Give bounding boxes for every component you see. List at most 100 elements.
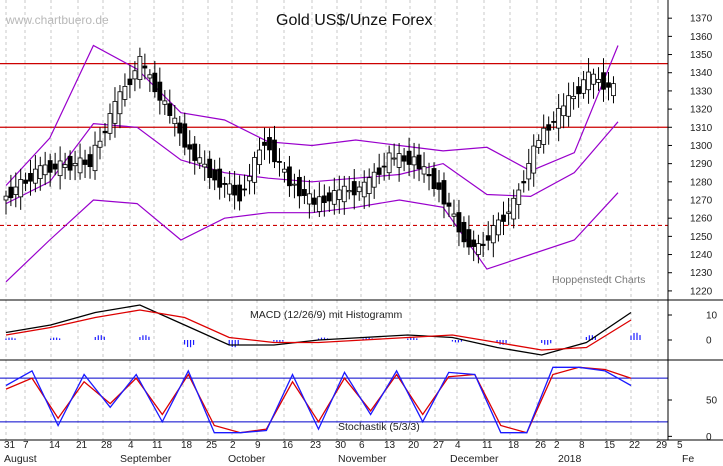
candle-body [117, 91, 123, 115]
x-day-label: 15 [604, 440, 616, 451]
candle-body [197, 157, 203, 164]
price-y-tick-label: 1290 [690, 159, 713, 170]
x-day-label: 21 [76, 440, 88, 451]
price-y-tick-label: 1330 [690, 86, 713, 97]
candle-body [566, 95, 572, 117]
price-y-tick-label: 1260 [690, 214, 713, 225]
candle-body [571, 95, 576, 100]
x-day-label: 9 [255, 440, 261, 451]
candle-body [426, 174, 432, 177]
x-month-label: Fe [682, 453, 694, 465]
chart-title: Gold US$/Unze Forex [276, 12, 433, 29]
candle-body [371, 171, 377, 188]
candle-body [142, 65, 148, 69]
candle-body [506, 211, 511, 214]
candle-body [501, 214, 506, 222]
price-y-tick-label: 1350 [690, 50, 713, 61]
candle-body [97, 140, 103, 148]
candle-body [536, 140, 542, 148]
candle-body [396, 153, 402, 168]
candle-body [132, 70, 138, 80]
candle-body [127, 78, 133, 86]
candle-body [47, 160, 53, 173]
candle-body [87, 154, 93, 168]
price-y-tick-label: 1370 [690, 14, 713, 25]
candle-body [287, 166, 292, 187]
x-day-label: 4 [455, 440, 461, 451]
candle-body [321, 195, 327, 203]
candle-body [311, 197, 317, 205]
candle-body [601, 72, 606, 90]
candle-body [416, 154, 422, 170]
bollinger-upper-band [5, 44, 619, 186]
x-day-label: 22 [629, 440, 641, 451]
candle-body [561, 105, 567, 117]
candle-body [267, 137, 272, 151]
candle-body [77, 157, 83, 174]
candle-body [531, 145, 537, 174]
candle-body [526, 163, 532, 180]
watermark: www.chartbuero.de [5, 13, 109, 27]
candle-body [411, 156, 417, 166]
candle-body [182, 123, 188, 148]
candle-body [546, 124, 552, 131]
x-month-label: December [450, 453, 499, 465]
x-day-label: 16 [282, 440, 294, 451]
candle-body [386, 152, 392, 174]
candle-body [242, 188, 247, 191]
x-day-label: 20 [408, 440, 420, 451]
candle-body [406, 150, 412, 165]
candle-body [331, 190, 337, 205]
candle-body [13, 186, 19, 195]
candle-body [72, 163, 78, 167]
x-month-label: October [228, 453, 266, 465]
candle-body [476, 243, 481, 255]
stochastic-y-tick-label: 0 [706, 432, 712, 443]
candle-body [316, 196, 322, 212]
x-day-label: 2 [554, 440, 560, 451]
candle-body [586, 71, 591, 91]
candle-body [451, 213, 457, 217]
candle-body [591, 73, 596, 85]
x-day-label: 14 [49, 440, 61, 451]
candle-body [456, 212, 462, 233]
candle-body [107, 113, 113, 134]
candle-body [177, 122, 183, 134]
x-day-label: 23 [310, 440, 322, 451]
candle-body [152, 72, 158, 93]
candle-body [212, 169, 218, 181]
stochastic-y-tick-label: 50 [706, 396, 718, 407]
candle-body [137, 55, 143, 81]
candle-body [252, 157, 257, 183]
candle-body [511, 197, 517, 220]
candle-body [401, 155, 407, 162]
price-y-tick-label: 1270 [690, 196, 713, 207]
stochastic-panel: 0 50 Stochastik (5/3/3) [0, 366, 718, 443]
candle-body [606, 82, 611, 88]
price-y-tick-label: 1240 [690, 250, 713, 261]
x-day-label: 28 [101, 440, 113, 451]
x-month-label: 2018 [558, 453, 582, 465]
candle-body [297, 176, 302, 197]
candle-body [122, 85, 128, 100]
price-y-tick-label: 1230 [690, 268, 713, 279]
candle-body [336, 189, 342, 200]
candle-body [28, 173, 33, 182]
price-y-tick-label: 1220 [690, 286, 713, 297]
macd-label: MACD (12/26/9) mit Histogramm [250, 309, 403, 321]
x-day-label: 8 [579, 440, 585, 451]
candle-body [461, 221, 467, 243]
candle-body [52, 163, 58, 170]
candle-body [217, 168, 223, 188]
candle-body [306, 193, 312, 205]
stochastic-label: Stochastik (5/3/3) [338, 421, 420, 433]
candle-body [282, 168, 287, 173]
x-day-label: 25 [206, 440, 218, 451]
price-y-tick-label: 1310 [690, 123, 713, 134]
candle-body [82, 159, 88, 165]
candle-body [112, 101, 118, 124]
candle-body [485, 235, 491, 241]
candle-body [232, 184, 238, 196]
candle-body [611, 83, 616, 97]
